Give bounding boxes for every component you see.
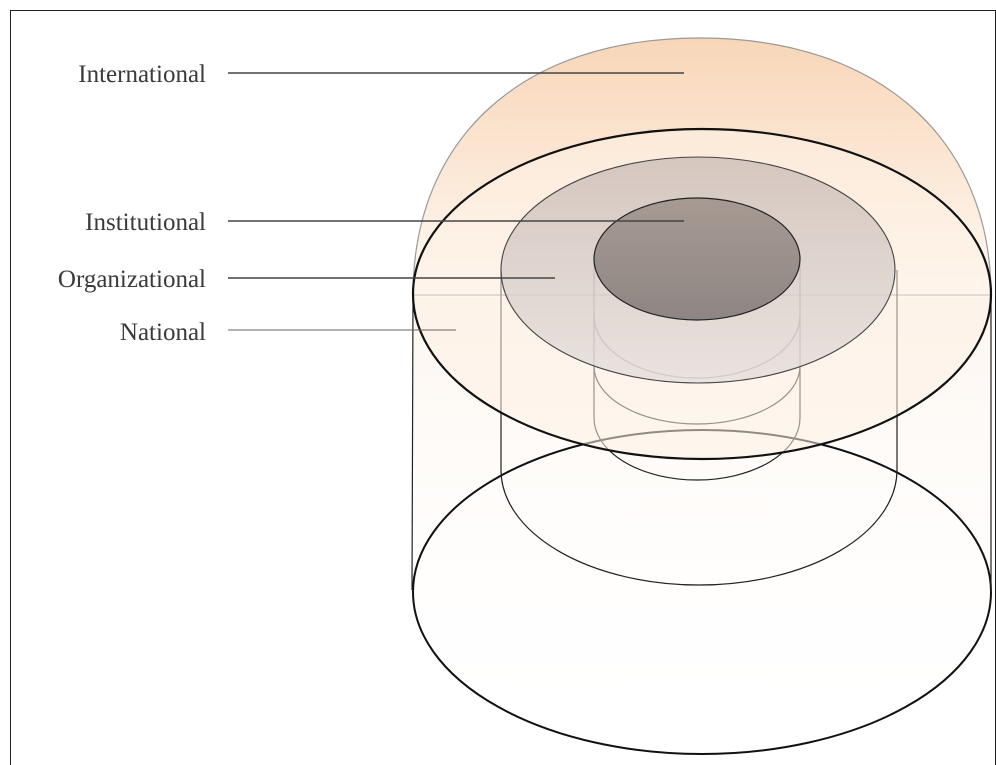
institutional-top-disc	[593, 197, 801, 321]
organizational-cylinder-body	[500, 270, 898, 586]
institutional-label: Institutional	[85, 209, 206, 236]
organizational-label: Organizational	[58, 266, 206, 293]
national-cylinder-left-edge	[411, 296, 414, 591]
international-label: International	[78, 61, 206, 88]
national-label: National	[120, 319, 206, 346]
